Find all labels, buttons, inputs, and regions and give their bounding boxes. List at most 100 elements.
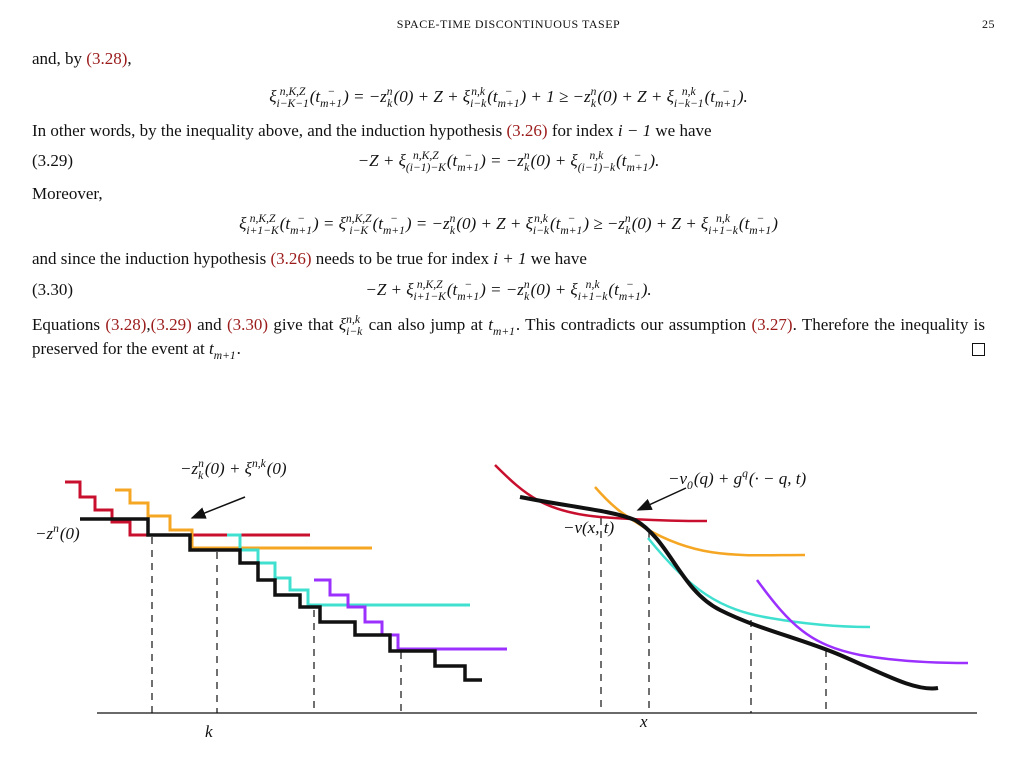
math-text: −Z + ξ [357,151,406,171]
superscript: n [523,278,530,291]
figure-label: k [205,722,213,742]
equation-number: (3.29) [32,151,74,170]
display-math: −Z + ξ n,K,Z i+1−K (t − m+1) = −z n k (0) + ξ n,k… [365,278,652,302]
math-text: ) = −z [480,280,524,300]
superscript: n,k [534,212,548,225]
subscript: m+1 [714,97,737,111]
subscript: i−K [349,224,369,238]
subscript: (i−1)−K [405,161,446,175]
paragraph: and, by (3.28), [32,48,985,70]
math-text: −v(x, t) [563,518,615,537]
paragraph: Moreover, [32,183,985,205]
superscript: n,k [589,149,604,162]
subscript: i+1−k [708,224,738,238]
equation: (3.29) −Z + ξ n,K,Z (i−1)−K (t − m+1) = −z n k (0… [32,149,985,174]
math-text: ) + 1 ≥ −z [520,87,591,107]
text: . [236,339,241,359]
text: can also jump at [363,315,489,335]
math-text: (0) + Z + ξ [393,87,471,107]
script: n,K,Z i−K [346,212,372,238]
math-text: (t [446,280,458,300]
math-text: (t [608,280,619,300]
subscript: k [198,469,204,483]
orange-curve [594,486,806,557]
math-text: t [209,339,214,359]
script: − m+1 [560,212,583,238]
script: n,k [251,457,266,482]
script: − m+1 [714,85,737,111]
script: n,K,Z (i−1)−K [405,149,446,175]
subscript: m+1 [213,349,236,363]
subscript: k [590,97,597,111]
inline-math: t m+1 [209,339,237,362]
superscript: n [386,85,393,98]
math-text: −v [668,469,688,489]
script: n,k i−k [470,85,487,111]
superscript: − [567,212,576,225]
subscript: i−k [470,97,487,111]
math-text: ). [737,87,748,107]
math-text: ) = −z [343,87,387,107]
figure-label: −z n (0) [35,522,80,547]
superscript: q [742,467,748,480]
equation: ξ n,K,Z i+1−K (t − m+1) = ξ n,K,Z i−K (t − m+1) = … [32,212,985,237]
inline-math: i − 1 [618,121,651,140]
script: n,K,Z i+1−K [413,278,446,304]
superscript: − [722,85,730,98]
script: q [742,467,748,492]
paragraph: and since the induction hypothesis (3.26… [32,248,985,270]
subscript: i−k [532,224,550,238]
math-text: (0) + ξ [530,280,578,300]
superscript: − [504,85,513,98]
text: . Therefore the inequality is preserved … [32,315,986,359]
math-text: ) [772,214,778,234]
equation: ξ n,K,Z i−K−1 (t − m+1) = −z n k (0) + Z + ξ n,k i… [32,85,985,111]
text: we have [526,249,587,268]
math-text: ) = ξ [312,214,346,234]
reference: (3.30) [227,315,269,335]
superscript: n [624,212,631,225]
superscript: − [756,212,765,225]
math-text: −z [35,524,54,544]
math-text: ) = −z [405,214,450,234]
script: n,k i−k−1 [674,85,704,110]
qed-box [972,343,985,357]
subscript: m+1 [492,325,515,339]
script: n,K,Z i+1−K [246,212,278,237]
math-text: (0) + Z + ξ [631,214,709,234]
superscript: n,K,Z [416,278,443,291]
display-math: ξ n,K,Z i+1−K (t − m+1) = ξ n,K,Z i−K (t − m+1) = … [239,212,778,236]
superscript: n,K,Z [279,85,306,98]
superscript: n,k [251,457,266,470]
text: In other words, by the inequality above,… [32,121,507,140]
subscript: m+1 [457,161,480,175]
script: − m+1 [627,149,649,174]
black-curve [519,495,939,691]
math-text: i + 1 [493,249,527,268]
text: needs to be true for index [311,249,494,268]
subscript: m+1 [749,224,772,238]
script: − m+1 [290,212,312,237]
page-number: 25 [982,17,995,31]
spacer [252,470,266,482]
subscript: (i−1)−k [577,161,616,175]
subscript: m+1 [560,224,583,238]
text: . This contradicts our assumption [515,315,752,335]
text: and, by [32,49,87,68]
script: n,k i−k [346,313,362,338]
math-text: (0) + ξ [204,459,252,479]
subscript: i+1−K [413,290,446,304]
spacer [742,480,748,492]
superscript: − [633,149,642,162]
script: − m+1 [749,212,772,238]
script: n,k i−k [532,212,550,238]
reference: (3.26) [506,121,548,140]
superscript: n [590,85,597,98]
math-text: (t [616,151,627,171]
math-text: ). [641,280,652,300]
purple-staircase [314,578,507,651]
